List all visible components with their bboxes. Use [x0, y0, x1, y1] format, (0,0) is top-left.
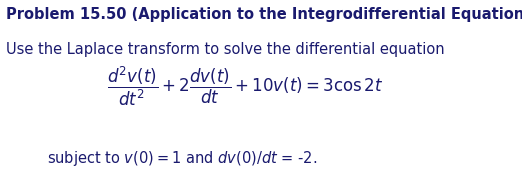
Text: Problem 15.50 (Application to the Integrodifferential Equations): Problem 15.50 (Application to the Integr…	[6, 7, 522, 22]
Text: Use the Laplace transform to solve the differential equation: Use the Laplace transform to solve the d…	[6, 42, 445, 57]
Text: subject to $v(0) = 1$ and $dv(0)/dt$ = -2.: subject to $v(0) = 1$ and $dv(0)/dt$ = -…	[47, 149, 317, 168]
Text: $\dfrac{d^2v(t)}{dt^2} + 2\dfrac{dv(t)}{dt} + 10v(t) = 3\cos 2t$: $\dfrac{d^2v(t)}{dt^2} + 2\dfrac{dv(t)}{…	[107, 65, 384, 108]
